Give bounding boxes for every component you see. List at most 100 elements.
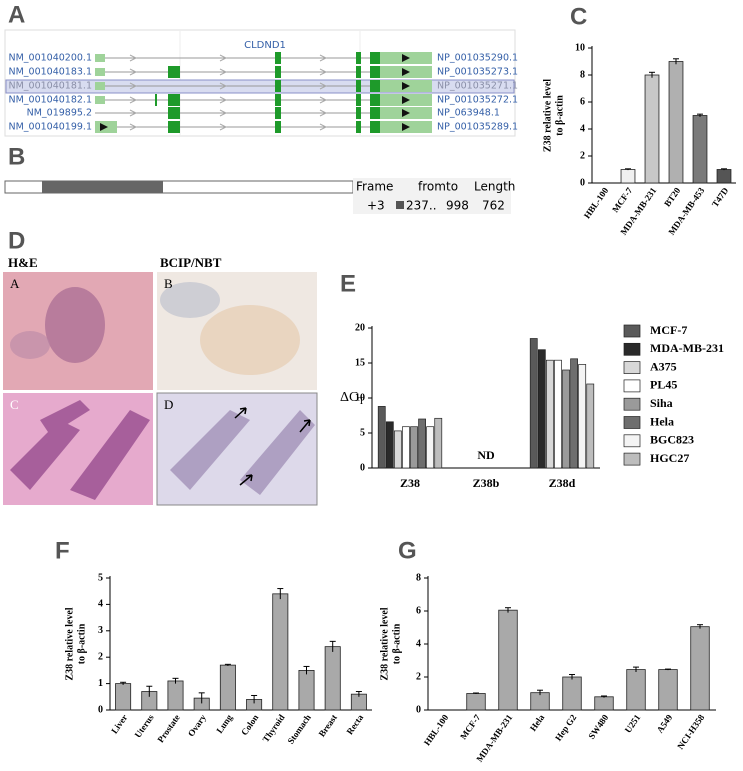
- legend-label: HGC27: [650, 451, 689, 465]
- panel-label: C: [570, 3, 587, 30]
- x-tick-label: MCF-7: [610, 185, 635, 214]
- bar: [167, 680, 184, 711]
- bar: [716, 169, 732, 184]
- y-tick-label: 0: [416, 704, 421, 715]
- transcript-tracks: NM_001040200.1 NP_001035290.1 NM_001040183…: [8, 52, 518, 133]
- strand-arrow: [129, 109, 138, 117]
- strand-arrow: [129, 96, 138, 104]
- chart: C 0 2 4 6 8 10 Z38 relative level to β-actin HBL-…: [542, 3, 736, 237]
- y-tick-label: 6: [416, 605, 421, 616]
- legend-label: Siha: [650, 396, 673, 410]
- exon: [275, 107, 281, 119]
- exon: [275, 121, 281, 133]
- tissue: [200, 305, 300, 375]
- x-tick-label: Breast: [317, 713, 339, 739]
- arrow: [239, 474, 253, 486]
- tissue: [160, 282, 220, 318]
- stain-label: H&E: [8, 255, 38, 270]
- protein-id: NP_001035273.1: [437, 67, 518, 78]
- legend-swatch: [623, 324, 641, 338]
- table-header: Length: [474, 180, 515, 194]
- x-tick-label: Z38: [400, 476, 420, 490]
- x-tick-label: Z38b: [473, 476, 500, 490]
- chart: F 0 1 2 3 4 5 Z38 relative level to β-actin Liver…: [55, 537, 372, 746]
- y-tick-label: 4: [580, 123, 585, 134]
- strand-arrow: [219, 96, 228, 104]
- exon: [275, 94, 281, 106]
- exon: [168, 94, 180, 106]
- strand-arrow: [129, 123, 138, 131]
- table-cell: +3: [367, 199, 385, 213]
- x-tick-label: MCF-7: [458, 712, 483, 741]
- exon-utr: [95, 96, 105, 104]
- orf-table-bg: [353, 178, 511, 214]
- bar: [418, 418, 427, 469]
- exon-utr: [95, 54, 105, 62]
- mrna-id: NM_001040183.1: [8, 67, 92, 78]
- exon: [356, 52, 361, 64]
- legend-label: Hela: [650, 414, 674, 428]
- mrna-id: NM_001040199.1: [8, 122, 92, 133]
- legend-swatch: [623, 361, 641, 374]
- x-tick-label: U251: [623, 712, 643, 735]
- bar: [570, 358, 579, 469]
- subpanel-label: C: [10, 397, 19, 412]
- bar: [668, 61, 684, 184]
- y-tick-label: 4: [416, 638, 421, 649]
- gene-name: CLDND1: [244, 40, 286, 51]
- exon: [370, 52, 380, 64]
- x-tick-label: Hep G2: [553, 712, 579, 743]
- y-tick-label: 2: [416, 671, 421, 682]
- x-tick-label: T47D: [710, 185, 731, 209]
- panel-label: A: [8, 1, 25, 28]
- y-axis-title-sub: T: [358, 396, 364, 407]
- bar: [554, 359, 562, 469]
- strand-arrow: [319, 109, 328, 117]
- bar: [562, 676, 582, 711]
- mrna-id: NM_001040200.1: [8, 53, 92, 64]
- bar: [594, 696, 614, 711]
- tissue: [10, 400, 150, 500]
- protein-id: NP_063948.1: [437, 108, 500, 119]
- panel-label: E: [340, 270, 356, 297]
- legend-swatch: [623, 379, 641, 393]
- x-tick-label: Lung: [214, 712, 234, 735]
- bar: [115, 683, 132, 711]
- x-tick-label: Colon: [239, 713, 260, 738]
- panel-label: G: [398, 537, 417, 564]
- strand-arrow: [219, 68, 228, 76]
- exon: [370, 80, 380, 92]
- y-tick-label: 0: [98, 704, 103, 715]
- y-axis-title: to β-actin: [76, 623, 87, 664]
- exon: [370, 66, 380, 78]
- y-axis-title: ΔCT: [340, 390, 364, 407]
- x-tick-label: Z38d: [549, 476, 576, 490]
- chart: G 0 2 4 6 8 Z38 relative level to β-actin HBL-10…: [379, 537, 716, 764]
- x-tick-label: BT20: [662, 185, 683, 208]
- bar: [219, 664, 236, 711]
- table-cell: 237..: [406, 199, 437, 213]
- bar: [394, 430, 402, 469]
- x-tick-label: A549: [655, 712, 675, 735]
- strand-arrow: [319, 123, 328, 131]
- strand-arrow: [129, 54, 138, 62]
- strand-arrow: [219, 123, 228, 131]
- exon: [275, 80, 281, 92]
- exon: [356, 66, 361, 78]
- legend-label: BGC823: [650, 433, 694, 447]
- tissue: [10, 331, 50, 359]
- legend-swatch: [623, 416, 641, 429]
- bar: [530, 692, 550, 711]
- mrna-id: NM_001040181.1: [8, 81, 92, 92]
- frame-icon: [396, 201, 404, 209]
- y-tick-label: 5: [98, 572, 103, 583]
- bar: [537, 349, 546, 469]
- arrow: [299, 419, 311, 433]
- strand-arrow: [219, 109, 228, 117]
- exon: [168, 66, 180, 78]
- x-tick-label: HBL-100: [422, 712, 451, 747]
- protein-id: NP_001035290.1: [437, 53, 518, 64]
- y-tick-label: 2: [580, 150, 585, 161]
- x-tick-label: HBL-100: [582, 185, 611, 220]
- y-tick-label: 8: [580, 69, 585, 80]
